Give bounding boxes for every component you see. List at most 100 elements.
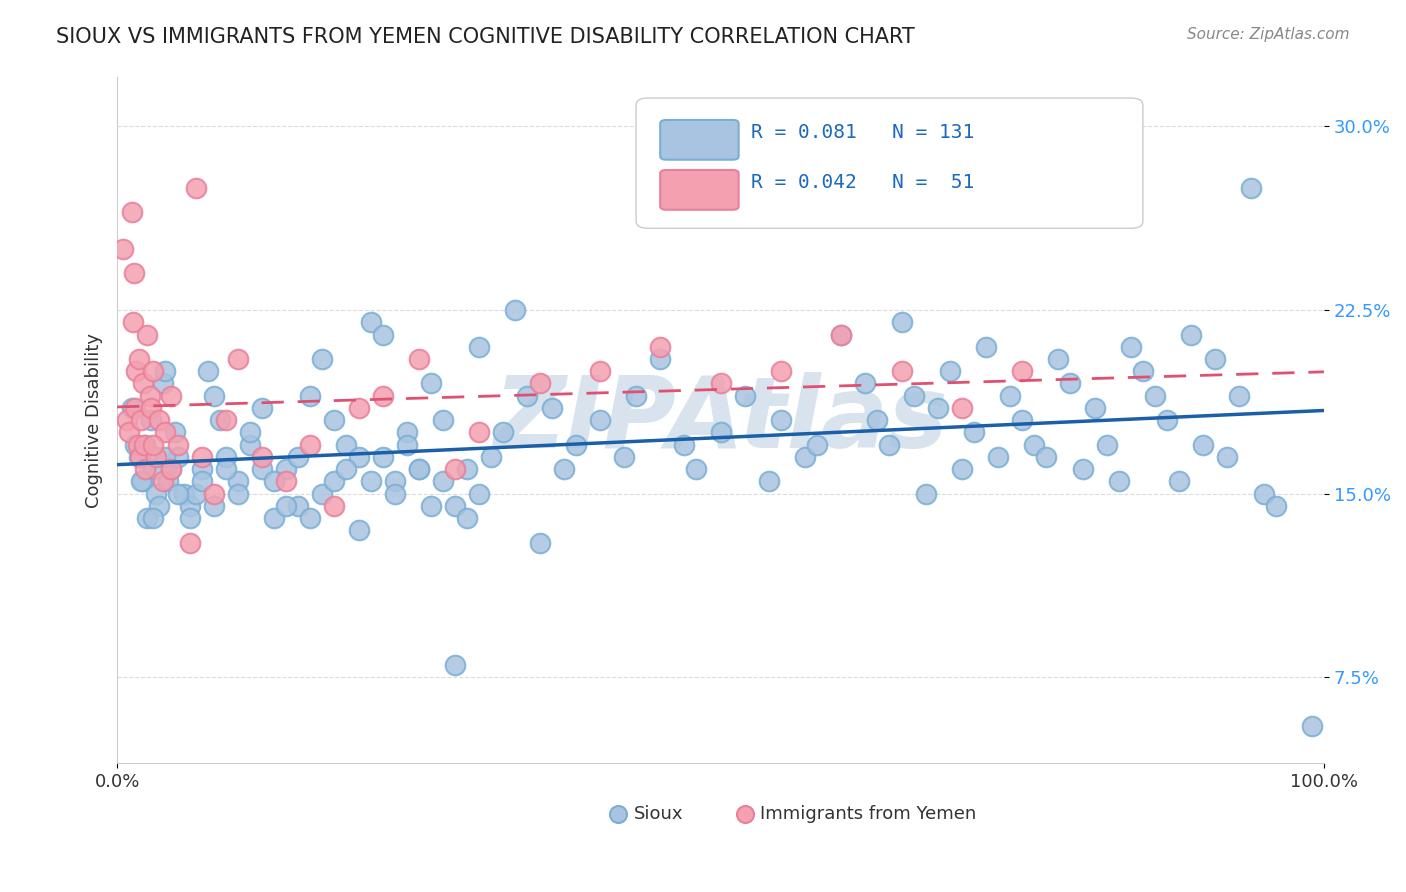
Point <box>142 364 165 378</box>
Point <box>287 499 309 513</box>
Point <box>148 413 170 427</box>
Point <box>914 486 936 500</box>
Point <box>685 462 707 476</box>
Point <box>145 450 167 464</box>
Point <box>479 450 502 464</box>
Point <box>276 462 298 476</box>
Point <box>1204 351 1226 366</box>
Text: SIOUX VS IMMIGRANTS FROM YEMEN COGNITIVE DISABILITY CORRELATION CHART: SIOUX VS IMMIGRANTS FROM YEMEN COGNITIVE… <box>56 27 915 46</box>
Point <box>987 450 1010 464</box>
FancyBboxPatch shape <box>661 170 738 210</box>
Point <box>853 376 876 391</box>
Point <box>124 438 146 452</box>
Point <box>128 351 150 366</box>
Point <box>1011 413 1033 427</box>
Point <box>444 499 467 513</box>
Point <box>155 364 177 378</box>
Point <box>1119 340 1142 354</box>
Point <box>384 475 406 489</box>
Point <box>1168 475 1191 489</box>
Point <box>139 389 162 403</box>
Point <box>173 486 195 500</box>
Point <box>927 401 949 415</box>
Point <box>384 486 406 500</box>
Point <box>613 450 636 464</box>
Point <box>250 462 273 476</box>
Point <box>142 511 165 525</box>
Point <box>276 499 298 513</box>
Point <box>136 511 159 525</box>
Point <box>830 327 852 342</box>
Point <box>468 486 491 500</box>
Point <box>131 475 153 489</box>
Point <box>145 486 167 500</box>
Point <box>323 475 346 489</box>
Point <box>128 450 150 464</box>
Point <box>190 462 212 476</box>
Point <box>323 499 346 513</box>
Text: R = 0.081   N = 131: R = 0.081 N = 131 <box>751 123 974 142</box>
Point <box>121 401 143 415</box>
Point <box>122 266 145 280</box>
Point <box>456 511 478 525</box>
Point <box>769 364 792 378</box>
Point <box>276 475 298 489</box>
Point <box>287 450 309 464</box>
Point <box>564 438 586 452</box>
Point <box>1071 462 1094 476</box>
Point <box>903 389 925 403</box>
Point <box>492 425 515 440</box>
Point <box>1095 438 1118 452</box>
Point <box>589 364 612 378</box>
Point <box>1132 364 1154 378</box>
Point <box>202 486 225 500</box>
Point <box>1216 450 1239 464</box>
Point <box>299 389 322 403</box>
Point <box>142 438 165 452</box>
Point <box>250 401 273 415</box>
FancyBboxPatch shape <box>636 98 1143 228</box>
Point <box>939 364 962 378</box>
Point <box>589 413 612 427</box>
Point <box>1156 413 1178 427</box>
Point <box>215 413 238 427</box>
Point <box>1035 450 1057 464</box>
Point <box>239 438 262 452</box>
Y-axis label: Cognitive Disability: Cognitive Disability <box>86 333 103 508</box>
Text: Sioux: Sioux <box>634 805 683 823</box>
Point <box>190 475 212 489</box>
Point <box>456 462 478 476</box>
Point <box>650 340 672 354</box>
Point <box>419 376 441 391</box>
Point <box>650 351 672 366</box>
Point <box>125 364 148 378</box>
Point <box>371 327 394 342</box>
Point <box>709 376 731 391</box>
Point <box>184 486 207 500</box>
Point <box>179 511 201 525</box>
Point <box>179 535 201 549</box>
Point <box>139 401 162 415</box>
Point <box>112 242 135 256</box>
Point <box>1047 351 1070 366</box>
Point <box>136 327 159 342</box>
Point <box>131 376 153 391</box>
Point <box>111 855 134 870</box>
Point <box>360 315 382 329</box>
Point <box>505 303 527 318</box>
Point <box>673 438 696 452</box>
Point <box>624 389 647 403</box>
Text: ZIPAtlas: ZIPAtlas <box>494 372 948 468</box>
Point <box>709 425 731 440</box>
Point <box>1108 475 1130 489</box>
Point <box>890 315 912 329</box>
Point <box>347 401 370 415</box>
Point <box>347 450 370 464</box>
Point <box>148 499 170 513</box>
Point <box>866 413 889 427</box>
Point <box>432 475 454 489</box>
Point <box>155 450 177 464</box>
Point <box>311 351 333 366</box>
Point <box>127 438 149 452</box>
Point <box>299 511 322 525</box>
